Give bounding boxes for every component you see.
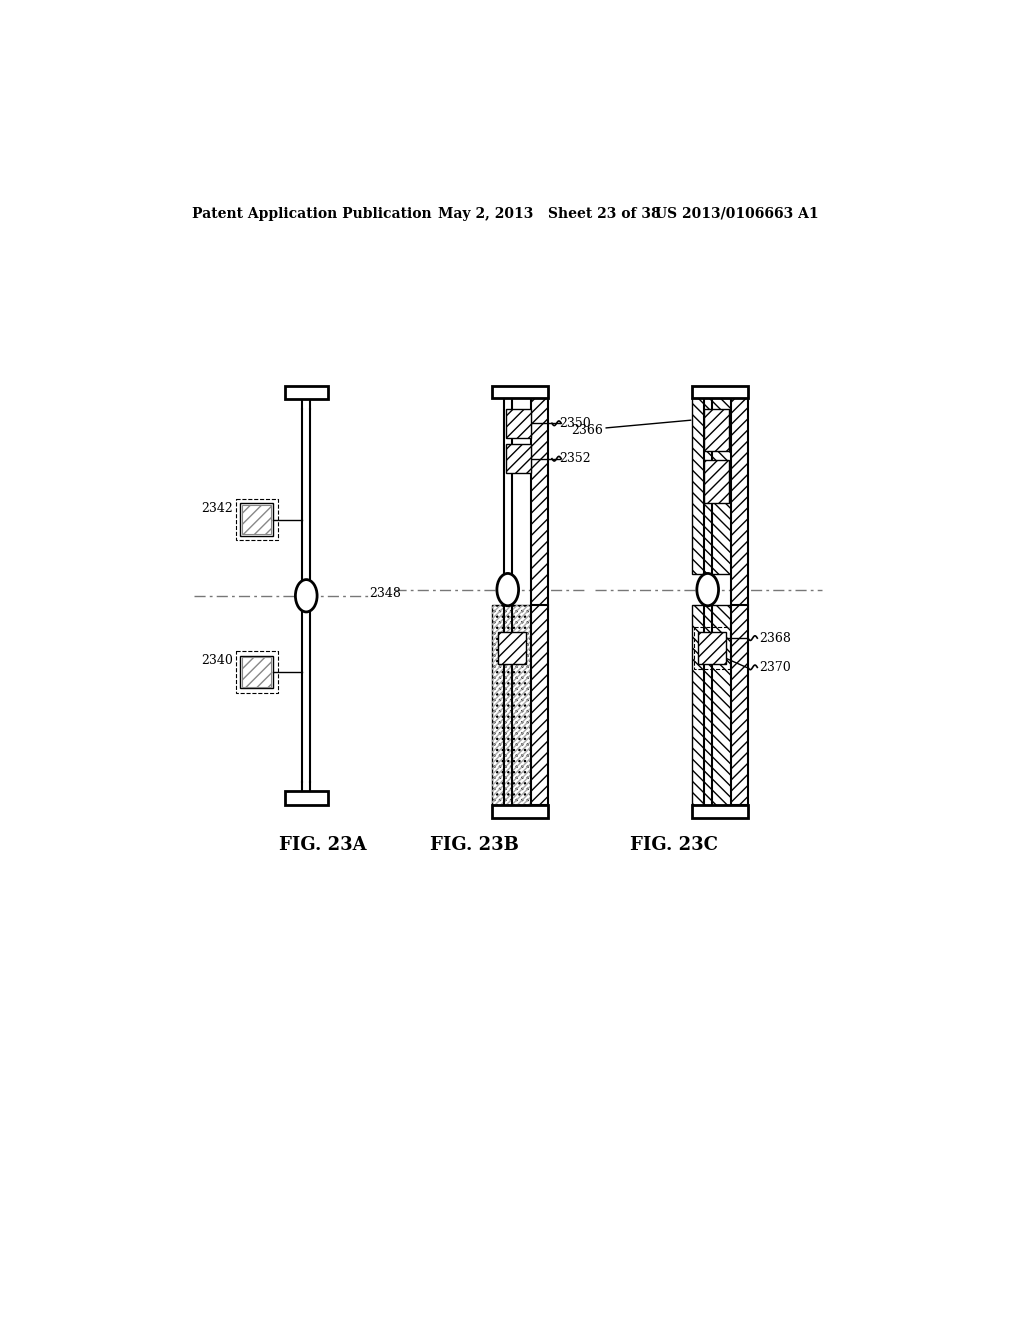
Bar [493,385,548,397]
Text: 2348: 2348 [369,587,400,601]
Bar [506,409,531,438]
Bar [531,397,548,609]
Bar [693,627,730,669]
Bar [493,605,531,805]
Bar [506,444,531,474]
Text: FIG. 23A: FIG. 23A [280,836,367,854]
Bar [236,499,278,540]
Text: 2342: 2342 [201,502,232,515]
Bar [731,397,748,609]
Bar [285,792,328,805]
Bar [692,805,748,817]
Bar [499,632,525,664]
Bar [493,805,548,817]
Bar [703,409,729,451]
Bar [242,506,271,535]
Bar [236,651,278,693]
Text: 2350: 2350 [560,417,592,430]
Text: FIG. 23C: FIG. 23C [630,836,718,854]
Bar [493,605,531,805]
Bar [698,632,726,664]
Bar [531,605,548,805]
Bar [703,461,729,503]
Bar [285,385,328,400]
Text: FIG. 23B: FIG. 23B [430,836,519,854]
Text: Patent Application Publication: Patent Application Publication [191,207,431,220]
Ellipse shape [497,573,518,606]
Text: 2370: 2370 [759,661,791,675]
Text: May 2, 2013   Sheet 23 of 38: May 2, 2013 Sheet 23 of 38 [438,207,660,220]
Text: 2352: 2352 [560,453,591,465]
Text: US 2013/0106663 A1: US 2013/0106663 A1 [655,207,818,220]
Bar [731,605,748,805]
Ellipse shape [697,573,719,606]
Text: 2366: 2366 [571,424,603,437]
Bar [692,605,731,805]
Bar [692,397,731,574]
Bar [241,656,273,688]
Bar [242,657,271,686]
Bar [241,503,273,536]
Text: 2340: 2340 [201,655,232,668]
Ellipse shape [295,579,317,612]
Bar [692,385,748,397]
Text: 2368: 2368 [759,631,791,644]
